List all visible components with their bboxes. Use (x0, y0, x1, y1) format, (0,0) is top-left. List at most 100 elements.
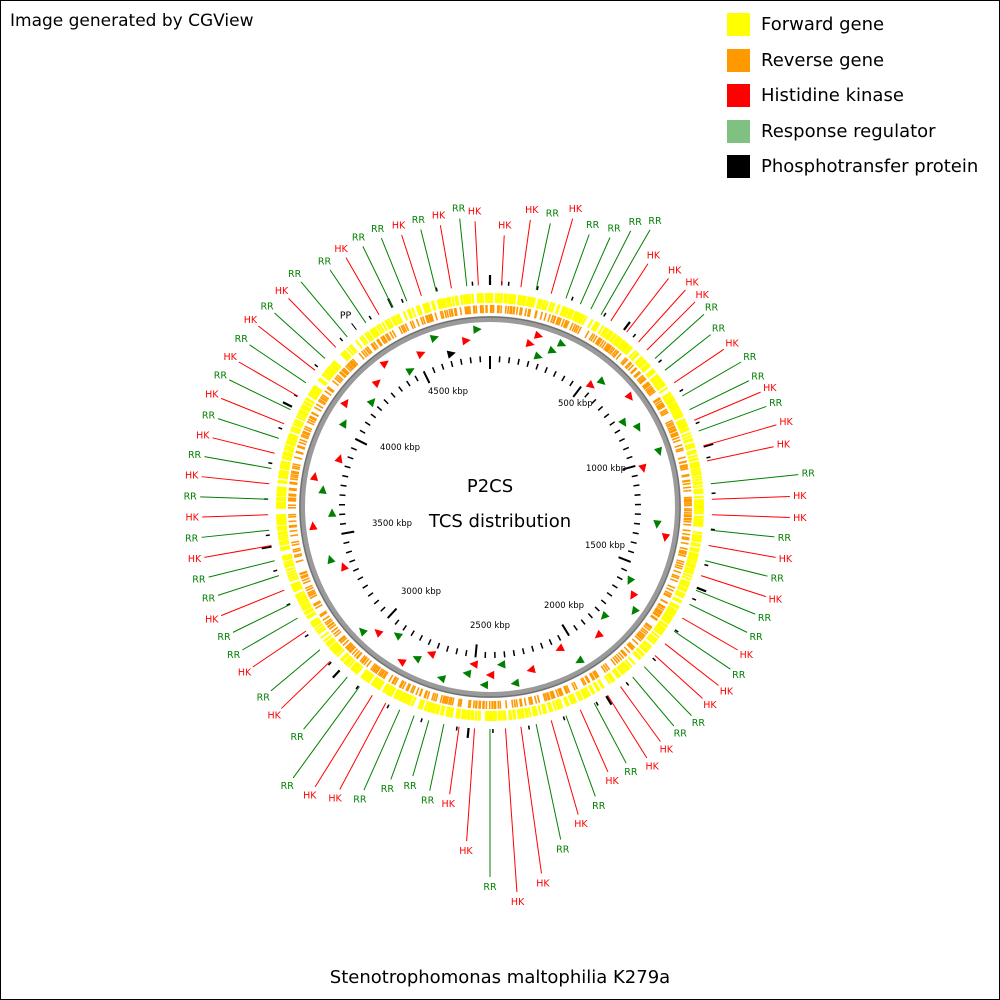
minor-scale-tick (544, 366, 548, 374)
forward-gene-mark (693, 521, 704, 524)
forward-gene-mark (373, 678, 381, 688)
forward-gene-mark (278, 540, 290, 545)
forward-gene-mark (572, 311, 580, 322)
reverse-gene-mark (289, 477, 299, 481)
callout-label-rr: RR (214, 370, 228, 381)
reverse-gene-mark (353, 650, 361, 658)
forward-gene-mark (541, 300, 547, 311)
reverse-gene-mark (309, 594, 318, 600)
callout-leader-line (429, 724, 445, 791)
minor-scale-tick (465, 649, 468, 657)
legend-swatch (727, 155, 750, 179)
reverse-gene-mark (355, 651, 363, 659)
callout-label-hk: HK (275, 286, 289, 297)
reverse-gene-mark (366, 346, 373, 354)
reverse-gene-mark (324, 618, 332, 624)
histidine-kinase-mark (624, 391, 633, 401)
callout-label-rr: RR (227, 650, 241, 661)
reverse-gene-mark (451, 697, 455, 706)
callout-label-rr: RR (260, 301, 274, 312)
callout-leader-line (703, 424, 777, 447)
forward-gene-mark (606, 331, 614, 341)
forward-gene-mark (419, 699, 425, 710)
forward-gene-mark (593, 681, 601, 692)
forward-gene-mark (508, 709, 512, 721)
reverse-gene-mark (670, 433, 679, 439)
reverse-gene-mark (338, 371, 346, 379)
callout-leader-line (520, 726, 542, 874)
callout-leader-line (449, 726, 460, 795)
histidine-kinase-mark (374, 629, 384, 638)
callout-label-rr: RR (802, 469, 816, 480)
reverse-gene-mark (660, 411, 669, 417)
forward-gene-mark (656, 383, 667, 391)
reverse-gene-mark (676, 559, 685, 563)
outer-minor-tick (339, 337, 344, 342)
reverse-gene-mark (439, 694, 444, 703)
map-subtitle: TCS distribution (428, 511, 571, 532)
forward-gene-mark (511, 294, 515, 305)
reverse-gene-mark (350, 359, 358, 367)
reverse-gene-mark (370, 663, 377, 671)
reverse-gene-mark (590, 333, 596, 342)
histidine-kinase-mark (485, 670, 495, 680)
callout-leader-line (220, 589, 285, 617)
forward-gene-mark (646, 370, 657, 379)
callout-label-hk: HK (525, 205, 539, 216)
forward-gene-mark (571, 310, 578, 321)
outer-minor-tick (278, 426, 283, 430)
forward-gene-mark (277, 527, 288, 532)
tick-label: 1500 kbp (585, 541, 625, 551)
forward-gene-mark (609, 333, 618, 344)
reverse-gene-mark (680, 467, 689, 471)
reverse-gene-mark (386, 332, 392, 341)
callout-leader-line (220, 397, 285, 425)
forward-gene-mark (446, 706, 452, 718)
reverse-gene-mark (290, 471, 299, 475)
response-regulator-mark (596, 376, 606, 385)
reverse-gene-mark (303, 427, 312, 433)
reverse-gene-mark (509, 305, 512, 315)
forward-gene-mark (381, 683, 389, 693)
forward-gene-mark (439, 705, 445, 716)
forward-gene-mark (476, 293, 480, 304)
forward-gene-mark (361, 670, 370, 680)
forward-gene-mark (288, 432, 299, 439)
forward-gene-mark (336, 648, 345, 658)
reverse-gene-mark (291, 540, 300, 544)
outer-minor-tick (570, 296, 574, 301)
reverse-gene-mark (391, 329, 397, 338)
forward-gene-mark (278, 536, 289, 541)
reverse-gene-mark (358, 352, 365, 360)
forward-gene-mark (640, 362, 650, 371)
reverse-gene-mark (399, 680, 405, 689)
outer-minor-tick (527, 725, 531, 730)
forward-gene-mark (618, 664, 627, 674)
callout-leader-line (535, 724, 562, 840)
minor-scale-tick (512, 649, 516, 657)
reverse-gene-mark (652, 612, 660, 618)
reverse-gene-mark (434, 312, 439, 321)
callout-leader-line (363, 709, 401, 791)
reverse-gene-mark (655, 607, 664, 613)
forward-gene-mark (345, 657, 354, 667)
forward-gene-mark (396, 690, 403, 701)
reverse-gene-mark (307, 418, 316, 424)
forward-gene-mark (292, 584, 303, 591)
minor-scale-tick (616, 576, 623, 581)
forward-gene-mark (525, 296, 530, 307)
reverse-gene-mark (536, 694, 541, 704)
forward-gene-mark (341, 351, 350, 361)
minor-scale-tick (539, 642, 544, 649)
callout-label-hk: HK (196, 430, 210, 441)
reverse-gene-mark (344, 365, 352, 373)
forward-gene-mark (296, 594, 307, 602)
forward-gene-mark (509, 294, 514, 305)
callout-label-pp: PP (340, 310, 352, 321)
minor-scale-tick (580, 619, 586, 625)
reverse-gene-mark (430, 692, 435, 701)
forward-gene-mark (367, 674, 375, 684)
forward-gene-mark (638, 644, 648, 654)
forward-gene-mark (309, 390, 320, 398)
reverse-gene-mark (398, 326, 404, 335)
